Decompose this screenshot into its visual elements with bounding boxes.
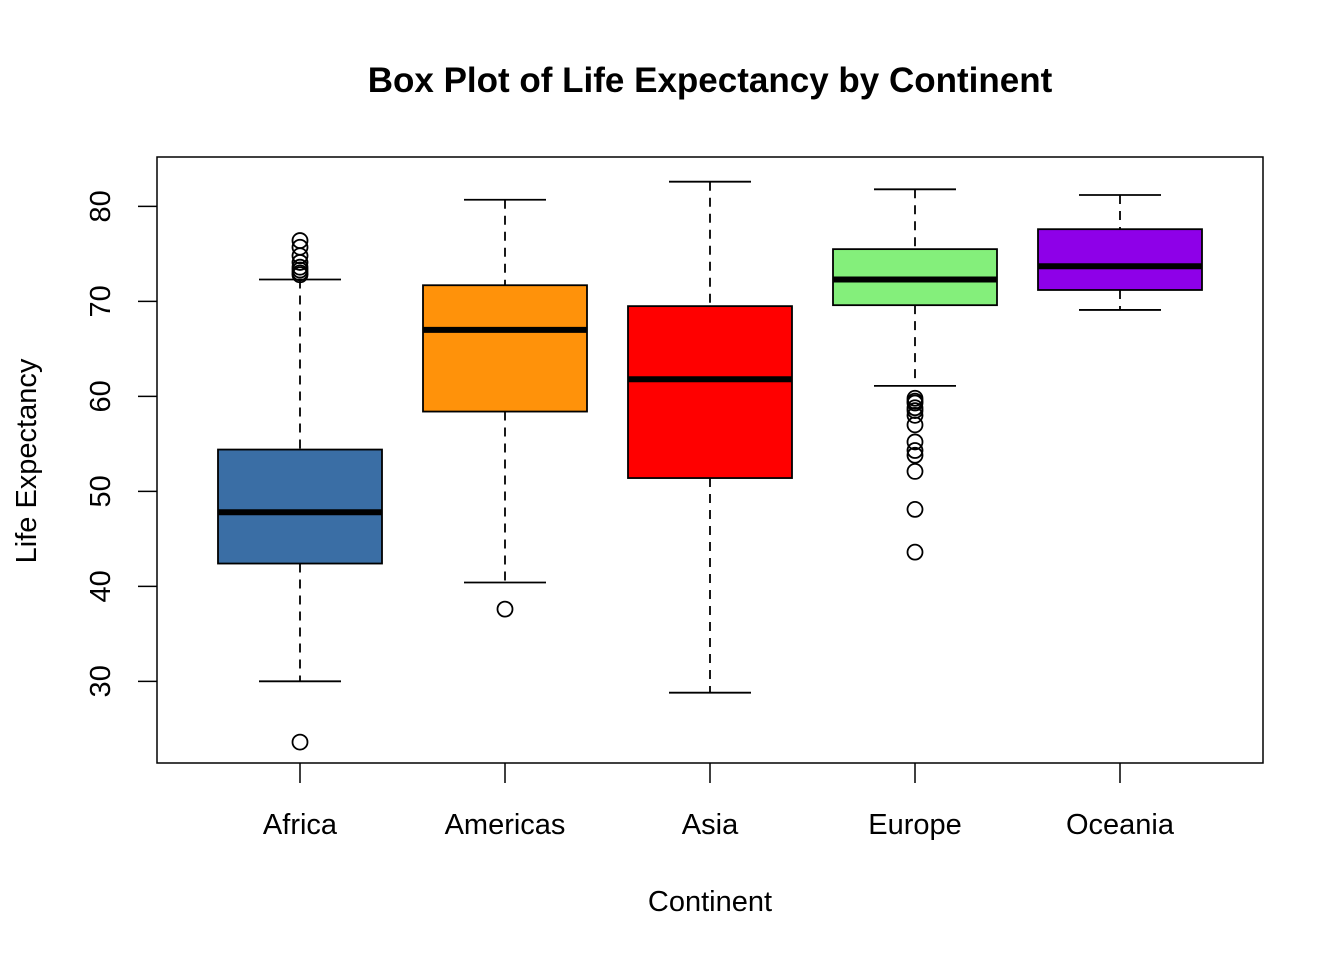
outlier-point [496, 600, 514, 618]
outlier-point [291, 258, 309, 276]
x-tick-label: Europe [868, 809, 962, 841]
x-axis: Africa Americas Asia Europe Oceania [263, 763, 1175, 841]
box-europe [832, 188, 998, 561]
iqr-box [1037, 228, 1203, 291]
iqr-box [627, 305, 793, 479]
y-tick-label: 60 [85, 380, 117, 412]
y-tick-label: 50 [85, 475, 117, 507]
outlier-point [906, 446, 924, 464]
x-tick-label: Asia [682, 809, 739, 841]
outlier-point [906, 433, 924, 451]
y-axis-title: Life Expectancy [11, 358, 43, 563]
y-tick-label: 40 [85, 570, 117, 602]
x-tick-label: Africa [263, 809, 338, 841]
y-tick-label: 70 [85, 285, 117, 317]
y-tick-label: 30 [85, 665, 117, 697]
chart-title: Box Plot of Life Expectancy by Continent [368, 61, 1053, 100]
box-asia [627, 180, 793, 694]
y-tick-label: 80 [85, 190, 117, 222]
box-africa [217, 232, 383, 751]
outlier-point [906, 416, 924, 434]
outlier-point [906, 394, 924, 412]
outlier-point [906, 462, 924, 480]
x-tick-label: Americas [445, 809, 566, 841]
iqr-box [217, 448, 383, 565]
outlier-point [291, 238, 309, 256]
outlier-point [906, 543, 924, 561]
box-americas [422, 198, 588, 618]
outlier-point [291, 733, 309, 751]
iqr-box [422, 284, 588, 413]
y-axis: 30 40 50 60 70 80 [85, 190, 157, 697]
outlier-point [906, 500, 924, 518]
boxes-layer [217, 180, 1203, 751]
outlier-point [291, 232, 309, 249]
box-oceania [1037, 194, 1203, 311]
outlier-point [906, 406, 924, 424]
x-tick-label: Oceania [1066, 809, 1175, 841]
x-axis-title: Continent [648, 886, 772, 918]
outlier-point [906, 442, 924, 459]
